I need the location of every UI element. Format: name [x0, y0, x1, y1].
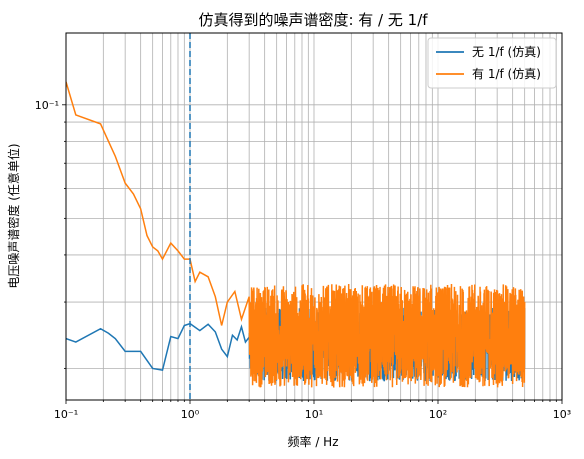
- chart-title: 仿真得到的噪声谱密度: 有 / 无 1/f: [198, 11, 428, 29]
- y-tick-label: 10⁻¹: [35, 99, 59, 112]
- legend-box: [427, 37, 557, 89]
- legend-label-no-flicker: 无 1/f (仿真): [472, 45, 541, 59]
- legend-label-with-flicker: 有 1/f (仿真): [472, 67, 541, 81]
- x-tick-label: 10⁻¹: [54, 408, 78, 421]
- x-tick-label: 10¹: [305, 408, 323, 421]
- legend: 无 1/f (仿真) 有 1/f (仿真): [427, 37, 557, 89]
- y-axis-label: 电压噪声谱密度 (任意单位): [6, 143, 21, 288]
- ticks: 10⁻¹ 10⁰ 10¹ 10² 10³ 10⁻¹: [35, 99, 571, 421]
- x-axis-label: 频率 / Hz: [288, 434, 339, 449]
- x-tick-label: 10³: [553, 408, 571, 421]
- plot-area: [66, 33, 526, 400]
- x-tick-label: 10²: [429, 408, 447, 421]
- series-line-1: [66, 81, 526, 388]
- x-tick-label: 10⁰: [181, 408, 200, 421]
